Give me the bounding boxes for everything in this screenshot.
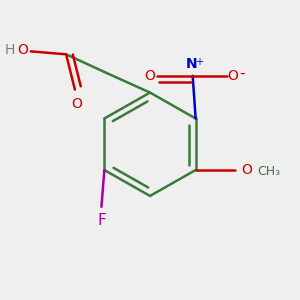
Text: H: H [5, 43, 15, 57]
Text: CH₃: CH₃ [257, 165, 280, 178]
Text: O: O [145, 69, 155, 83]
Text: -: - [239, 65, 244, 80]
Text: F: F [97, 213, 106, 228]
Text: O: O [228, 69, 238, 83]
Text: O: O [17, 43, 28, 57]
Text: O: O [241, 163, 252, 177]
Text: +: + [195, 57, 203, 67]
Text: N: N [185, 57, 197, 71]
Text: O: O [71, 97, 82, 111]
